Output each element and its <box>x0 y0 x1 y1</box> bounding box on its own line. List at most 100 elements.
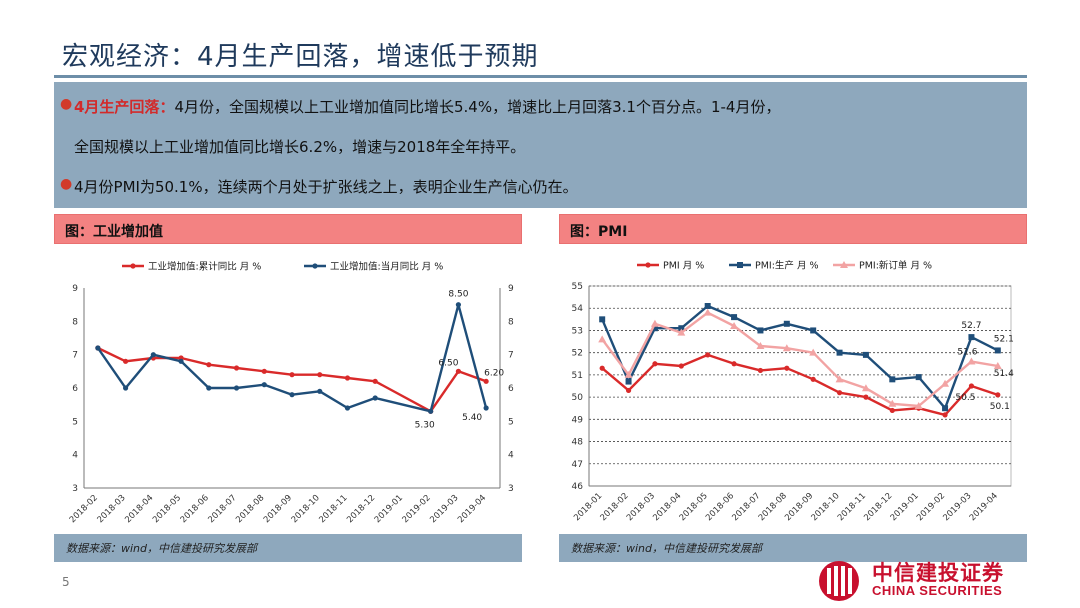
data-point <box>206 385 212 391</box>
data-label: 52.7 <box>961 321 981 331</box>
data-point <box>344 405 351 411</box>
y-tick-label: 3 <box>72 484 78 494</box>
data-point <box>652 361 658 367</box>
data-label: 50.1 <box>990 402 1010 412</box>
data-point <box>428 408 434 414</box>
data-point <box>206 362 212 368</box>
data-label: 5.30 <box>415 420 435 430</box>
y-tick-label: 5 <box>72 417 78 427</box>
y2-tick-label: 4 <box>508 451 514 461</box>
data-point <box>677 328 686 336</box>
data-point <box>289 392 295 398</box>
data-point <box>836 390 843 396</box>
x-tick-label: 2018-06 <box>179 493 211 525</box>
logo-chinese-name: 中信建投证券 <box>872 561 1004 585</box>
data-point <box>123 385 129 391</box>
legend-marker <box>312 263 318 269</box>
legend-marker <box>130 263 136 269</box>
data-point <box>372 395 378 401</box>
x-tick-label: 2019-04 <box>968 491 1000 523</box>
data-point <box>915 374 922 381</box>
data-label: 51.4 <box>994 369 1014 379</box>
x-tick-label: 2018-07 <box>206 493 238 525</box>
series-line-0 <box>601 353 999 417</box>
y-tick-label: 50 <box>572 393 584 403</box>
data-point <box>731 361 737 367</box>
data-point <box>889 407 895 414</box>
data-point <box>95 345 101 351</box>
data-point <box>650 319 659 327</box>
chart-1-header-label: 图：工业增加值 <box>65 224 163 240</box>
data-point <box>624 370 633 378</box>
series-line-1 <box>601 304 999 410</box>
citic-logo-icon <box>819 561 859 601</box>
company-logo: 中信建投证券 CHINA SECURITIES <box>812 558 1042 604</box>
chart-2-source: 数据来源：wind，中信建投研究发展部 <box>559 534 1027 562</box>
bullet-dot-icon: ● <box>60 96 73 112</box>
data-point <box>372 378 378 384</box>
data-point <box>942 405 949 412</box>
data-point <box>888 399 897 407</box>
data-label: 6.50 <box>438 358 458 368</box>
chart-1-header: 图：工业增加值 <box>54 214 522 244</box>
chart-2-header: 图：PMI <box>559 214 1027 244</box>
y2-tick-label: 8 <box>508 317 514 327</box>
data-point <box>625 378 632 385</box>
slide-title: 宏观经济：4月生产回落，增速低于预期 <box>62 42 539 72</box>
data-point <box>678 363 684 369</box>
y-tick-label: 47 <box>572 460 583 470</box>
data-point <box>317 388 323 394</box>
chart-2-source-label: 数据来源：wind，中信建投研究发展部 <box>571 542 763 555</box>
y-tick-label: 54 <box>572 304 584 314</box>
y2-tick-label: 3 <box>508 484 514 494</box>
y2-tick-label: 6 <box>508 384 514 394</box>
data-point <box>862 351 869 358</box>
y-tick-label: 55 <box>572 282 583 292</box>
data-point <box>863 394 869 400</box>
series-line-2 <box>601 311 998 408</box>
data-point <box>835 375 844 383</box>
series-line-1 <box>96 303 488 413</box>
chart-1-source: 数据来源：wind，中信建投研究发展部 <box>54 534 522 562</box>
data-label: 8.50 <box>448 290 468 300</box>
data-point <box>599 316 606 323</box>
bullet-1-highlight: 4月生产回落： <box>74 98 175 116</box>
bullet-1-line-2: 全国规模以上工业增加值同比增长6.2%，增速与2018年全年持平。 <box>74 138 526 156</box>
y-tick-label: 7 <box>72 351 78 361</box>
data-point <box>861 384 870 392</box>
data-point <box>731 314 738 321</box>
data-point <box>993 362 1002 369</box>
data-point <box>810 376 816 382</box>
industrial-value-added-chart: 345678934567892018-022018-032018-042018-… <box>68 261 514 526</box>
data-point <box>261 382 267 388</box>
data-point <box>994 347 1001 354</box>
data-point <box>967 357 976 365</box>
data-label: 50.5 <box>955 393 975 403</box>
page-number: 5 <box>62 575 70 589</box>
y-tick-label: 8 <box>72 317 78 327</box>
data-point <box>483 405 489 411</box>
x-tick-label: 2019-03 <box>428 493 460 525</box>
data-point <box>651 325 658 332</box>
data-point <box>233 365 240 371</box>
data-point <box>914 402 923 409</box>
bullet-1-text: 4月份，全国规模以上工业增加值同比增长5.4%，增速比上月回落3.1个百分点。1… <box>174 98 781 116</box>
x-tick-label: 2018-12 <box>345 493 377 525</box>
data-point <box>757 367 764 374</box>
chart-2-header-label: 图：PMI <box>570 224 628 240</box>
legend-marker <box>840 261 848 268</box>
data-point <box>455 302 461 308</box>
y-tick-label: 49 <box>572 415 584 425</box>
data-point <box>703 308 712 316</box>
x-tick-label: 2018-04 <box>123 493 155 525</box>
y2-tick-label: 9 <box>508 284 514 294</box>
data-point <box>344 375 351 381</box>
data-point <box>150 352 156 358</box>
data-point <box>178 358 184 364</box>
y2-tick-label: 7 <box>508 351 514 361</box>
x-tick-label: 2018-03 <box>96 493 128 525</box>
x-tick-label: 2019-02 <box>401 493 433 525</box>
legend-marker <box>645 262 651 268</box>
legend-label: 工业增加值:当月同比 月 % <box>330 261 443 273</box>
data-point <box>783 320 790 327</box>
